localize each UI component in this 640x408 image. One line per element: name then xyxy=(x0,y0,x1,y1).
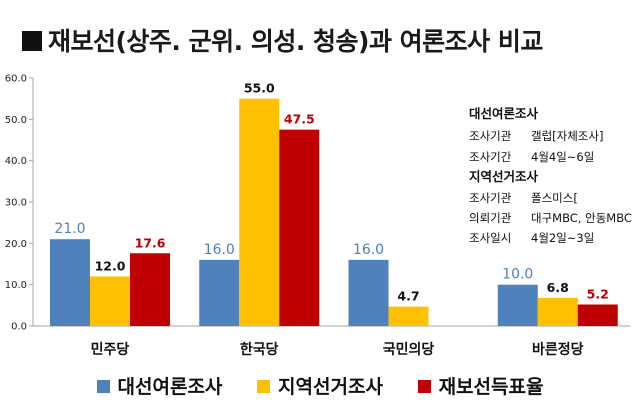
y-tick-label: 0.0 xyxy=(11,322,27,333)
bar xyxy=(279,129,320,326)
legend-label: 지역선거조사 xyxy=(278,376,383,398)
data-label: 5.2 xyxy=(587,287,609,302)
info-block-local: 지역선거조사 조사기관 폴스미스[ 의뢰기관 대구MBC, 안동MBC 조사일시 4월… xyxy=(469,166,632,246)
category-label: 바른정당 xyxy=(532,341,584,358)
info-value: 대구MBC, 안동MBC xyxy=(531,211,632,225)
y-tick-label: 20.0 xyxy=(5,239,27,250)
legend-swatch xyxy=(96,380,110,393)
info-row: 조사기관 갤럽[자체조사] xyxy=(469,128,603,144)
bar xyxy=(348,259,389,326)
category-label: 한국당 xyxy=(240,341,279,358)
info-key: 의뢰기관 xyxy=(469,211,512,225)
info-key: 조사기간 xyxy=(469,150,512,164)
bar xyxy=(388,306,429,326)
bar xyxy=(239,98,280,327)
info-row: 조사기관 폴스미스[ xyxy=(469,190,632,206)
y-tick-label: 50.0 xyxy=(5,115,27,126)
bar xyxy=(50,239,90,326)
data-label: 6.8 xyxy=(547,280,569,295)
info-key: 조사기관 xyxy=(469,191,512,205)
info-key: 조사기관 xyxy=(469,129,512,143)
bar xyxy=(497,284,538,326)
y-tick-label: 60.0 xyxy=(5,74,27,85)
chart-title: 재보선(상주. 군위. 의성. 청송)과 여론조사 비교 xyxy=(22,22,543,58)
y-tick-label: 30.0 xyxy=(5,198,27,209)
chart-title-text: 재보선(상주. 군위. 의성. 청송)과 여론조사 비교 xyxy=(48,27,543,56)
legend-swatch xyxy=(417,380,431,393)
legend-item: 지역선거조사 xyxy=(257,372,383,399)
info-value: 4월4일~6일 xyxy=(531,150,595,164)
legend-swatch xyxy=(257,380,271,393)
info-value: 4월2일~3일 xyxy=(531,231,595,245)
info-block-poll: 대선여론조사 조사기관 갤럽[자체조사] 조사기간 4월4일~6일 xyxy=(469,103,603,165)
info-row: 조사일시 4월2일~3일 xyxy=(469,230,632,246)
bar xyxy=(199,259,240,326)
data-label: 10.0 xyxy=(502,267,533,283)
info-row: 의뢰기관 대구MBC, 안동MBC xyxy=(469,210,632,226)
info-row: 조사기간 4월4일~6일 xyxy=(469,149,603,165)
data-label: 21.0 xyxy=(54,221,85,237)
bar xyxy=(537,297,578,326)
data-label: 17.6 xyxy=(135,235,166,250)
data-label: 12.0 xyxy=(95,258,126,273)
legend-label: 대선여론조사 xyxy=(117,376,223,398)
bar xyxy=(130,253,170,326)
info-block-poll-title: 대선여론조사 xyxy=(469,106,539,121)
category-label: 민주당 xyxy=(91,341,130,358)
legend: 대선여론조사 지역선거조사 재보선득표율 xyxy=(0,372,640,399)
data-label: 16.0 xyxy=(204,242,235,258)
y-tick-label: 10.0 xyxy=(5,280,27,291)
bar xyxy=(577,304,618,326)
legend-item: 재보선득표율 xyxy=(417,372,544,399)
info-block-local-title: 지역선거조사 xyxy=(469,169,539,184)
info-value: 갤럽[자체조사] xyxy=(531,129,604,143)
legend-label: 재보선득표율 xyxy=(438,376,544,398)
square-bullet-icon xyxy=(22,31,42,51)
category-label: 국민의당 xyxy=(383,341,435,358)
y-tick-label: 40.0 xyxy=(5,156,27,167)
legend-item: 대선여론조사 xyxy=(96,372,223,399)
bar xyxy=(90,276,130,326)
data-label: 16.0 xyxy=(353,242,384,258)
data-label: 55.0 xyxy=(244,81,275,96)
data-label: 4.7 xyxy=(397,289,419,304)
data-label: 47.5 xyxy=(284,112,315,127)
info-value: 폴스미스[ xyxy=(531,191,578,205)
info-key: 조사일시 xyxy=(469,231,512,245)
